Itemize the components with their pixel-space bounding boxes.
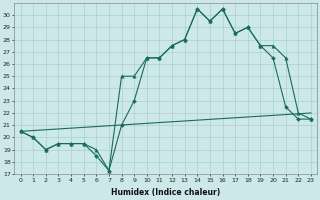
X-axis label: Humidex (Indice chaleur): Humidex (Indice chaleur)	[111, 188, 220, 197]
